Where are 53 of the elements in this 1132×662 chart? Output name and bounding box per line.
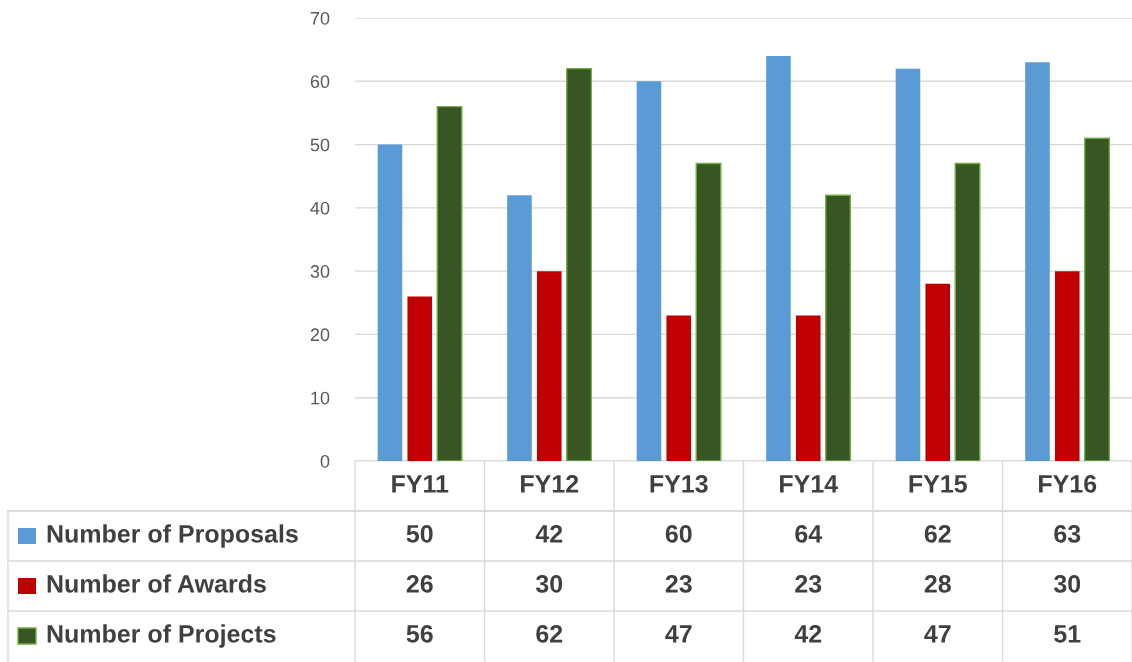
x-tick-label: FY13 [650,475,708,493]
data-label: 47 [665,625,692,643]
bar [825,194,852,461]
bar [1054,271,1080,461]
data-label: 30 [535,575,563,593]
data-label: 23 [665,575,692,593]
bar [795,315,821,461]
y-tick-label: 30 [310,265,330,278]
bar [954,162,981,461]
data-label: 30 [1053,575,1081,593]
bar [536,271,562,461]
legend-label: Number of Projects [47,624,276,648]
bar [507,195,532,461]
x-tick-label: FY16 [1039,475,1097,493]
bar [1084,137,1111,461]
legend-label: Number of Awards [47,574,266,593]
x-tick-label: FY12 [521,475,579,493]
data-label: 62 [536,625,563,643]
data-label: 64 [795,525,823,543]
y-tick-label: 0 [320,454,330,468]
bar [695,162,722,461]
bar [766,55,791,461]
bar [636,81,662,461]
bar [1025,62,1050,461]
x-tick-label: FY11 [392,475,449,493]
data-label: 28 [924,575,951,593]
data-label: 26 [406,575,433,593]
bar [566,67,593,461]
data-label: 23 [795,575,822,593]
data-label: 42 [535,525,563,543]
bar [895,68,921,461]
y-tick-label: 70 [310,11,330,25]
bar [436,105,463,461]
data-label: 47 [924,625,951,643]
y-tick-label: 20 [310,328,330,342]
y-tick-label: 40 [310,201,330,215]
bar [377,144,403,461]
data-label: 50 [406,525,433,543]
bar [407,296,433,461]
data-label: 42 [794,625,822,643]
legend-label: Number of Proposals [47,524,298,548]
data-label: 62 [924,525,951,543]
bar [666,315,692,461]
bar [925,283,951,461]
y-tick-label: 60 [310,75,330,89]
data-label: 51 [1054,625,1081,643]
data-label: 60 [665,525,692,543]
y-tick-label: 50 [310,138,330,152]
x-tick-label: FY15 [909,475,967,493]
x-tick-label: FY14 [780,475,838,493]
data-label: 63 [1054,525,1081,543]
data-label: 56 [406,625,433,643]
y-tick-label: 10 [311,391,330,405]
